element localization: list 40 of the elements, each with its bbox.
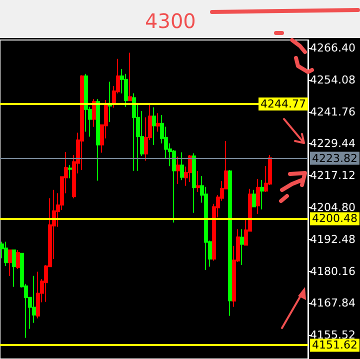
candlestick [228, 169, 232, 316]
y-tick-label: 4217.12 [310, 169, 356, 182]
ref-line-label: 4200.48 [312, 212, 358, 226]
y-tick-label: 4266.40 [310, 42, 356, 55]
y-tick-label: 4229.44 [310, 137, 356, 150]
ref-line-label: 4244.77 [260, 98, 306, 111]
candlestick [80, 74, 84, 170]
candlestick [124, 73, 128, 108]
candlestick [256, 178, 260, 214]
ref-line-label: 4151.62 [312, 338, 358, 352]
candlestick [96, 98, 100, 182]
candlestick [156, 112, 160, 132]
candlestick [84, 73, 88, 132]
candlestick [196, 170, 200, 192]
candlestick [8, 249, 12, 276]
candlestick [176, 156, 180, 184]
candlestick [192, 152, 196, 214]
candlestick [240, 228, 244, 266]
candlestick [260, 180, 264, 210]
candlestick [16, 249, 20, 270]
candlestick [36, 271, 40, 319]
y-tick-label: 4254.08 [310, 73, 356, 86]
candlestick [180, 152, 184, 181]
y-tick-label: 4192.48 [310, 232, 356, 246]
candlestick [128, 52, 132, 102]
y-tick-label: 4180.16 [310, 264, 356, 278]
y-tick-label: 4167.84 [310, 296, 356, 310]
candlestick [108, 81, 112, 122]
candlestick [252, 189, 256, 208]
ref-line-label: 4223.82 [312, 152, 358, 165]
candlestick [92, 98, 96, 128]
y-tick-label: 4241.76 [310, 105, 356, 118]
candlestick [4, 241, 8, 267]
candlestick [68, 164, 72, 179]
candlestick [152, 106, 156, 146]
candlestick [12, 249, 16, 288]
candlestick [132, 92, 136, 172]
candlestick [188, 154, 192, 182]
y-tick-label: 4204.80 [310, 201, 356, 214]
text: 4300 [145, 9, 196, 33]
